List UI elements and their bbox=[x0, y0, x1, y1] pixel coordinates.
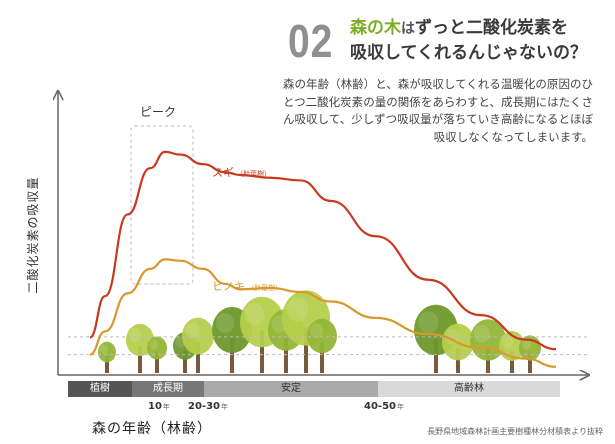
headline: 森の木はずっと二酸化炭素を 吸収してくれるんじゃないの？ bbox=[350, 16, 610, 65]
headline-rest: ずっと二酸化炭素を bbox=[415, 18, 568, 38]
phase-1: 植樹 bbox=[68, 381, 132, 397]
tree-2 bbox=[126, 323, 154, 373]
phase-2: 成長期 bbox=[132, 381, 204, 397]
x-tick-3: 40-50年 bbox=[364, 401, 404, 412]
peak-highlight-box bbox=[130, 125, 194, 285]
series-line-2 bbox=[89, 258, 557, 368]
y-axis-label: 二酸化炭素の吸収量 bbox=[26, 176, 40, 294]
tree-10 bbox=[307, 318, 337, 373]
tree-5 bbox=[182, 317, 214, 373]
series-labels: スギ （針葉樹）ヒノキ （針葉樹） bbox=[212, 166, 282, 293]
headline-line-1: 森の木はずっと二酸化炭素を bbox=[350, 16, 610, 41]
series-note-1: （針葉樹） bbox=[236, 169, 271, 178]
series-label-2: ヒノキ bbox=[212, 280, 245, 293]
tree-12 bbox=[442, 323, 474, 373]
phase-4: 高齢林 bbox=[378, 381, 560, 397]
description-text: 森の年齢（林齢）と、森が吸収してくれる温暖化の原因のひとつ二酸化炭素の量の関係を… bbox=[283, 77, 593, 144]
headline-highlight: 森の木 bbox=[350, 18, 401, 38]
tree-1 bbox=[98, 341, 116, 373]
headline-particle: は bbox=[401, 21, 415, 37]
headline-line-2: 吸収してくれるんじゃないの？ bbox=[350, 43, 587, 63]
reference-lines bbox=[68, 336, 588, 356]
section-number: 02 bbox=[288, 15, 334, 67]
series-label-1: スギ bbox=[212, 166, 234, 179]
series-line-1 bbox=[89, 150, 557, 351]
forest-illustration bbox=[98, 290, 541, 373]
tree-3 bbox=[147, 336, 167, 373]
x-tick-2: 20-30年 bbox=[188, 401, 228, 412]
peak-label: ピーク bbox=[140, 105, 176, 119]
series-lines bbox=[89, 150, 557, 368]
x-axis-label: 森の年齢（林齢） bbox=[92, 421, 212, 437]
x-tick-1: 10年 bbox=[148, 401, 170, 412]
phase-3: 安定 bbox=[204, 381, 378, 397]
source-note: 長野県地域森林計画主要樹種林分材積表より抜粋 bbox=[427, 427, 603, 436]
series-note-2: （針葉樹） bbox=[247, 283, 282, 292]
